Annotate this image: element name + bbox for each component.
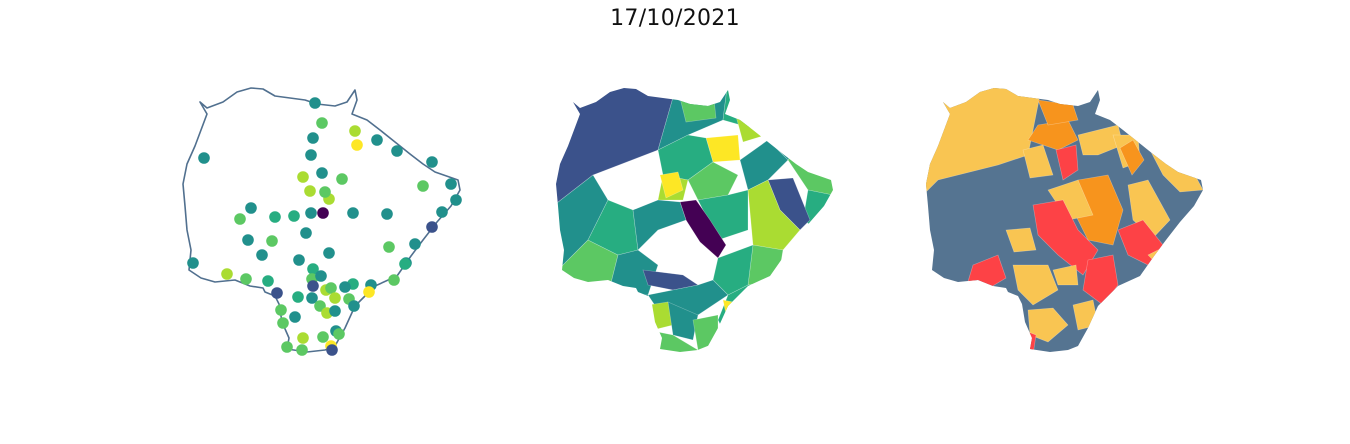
station-dot [329, 292, 341, 304]
station-dot [445, 178, 457, 190]
municipality-region [1027, 307, 1069, 343]
municipality-region [556, 239, 619, 311]
municipality-regions [556, 88, 833, 352]
municipality-region [722, 88, 769, 131]
station-dot [187, 257, 199, 269]
station-dot [309, 97, 321, 109]
municipality-region [687, 161, 739, 201]
station-dot [436, 206, 448, 218]
station-dot [348, 300, 360, 312]
station-dot [198, 152, 210, 164]
station-dot [221, 268, 233, 280]
station-dot [300, 227, 312, 239]
map-panel-categorical [918, 80, 1218, 365]
municipality-region [667, 301, 699, 341]
station-dot [307, 132, 319, 144]
municipality-regions [926, 88, 1203, 352]
station-dot [293, 254, 305, 266]
figure-title: 17/10/2021 [610, 6, 740, 31]
station-dot [256, 249, 268, 261]
municipality-region [1022, 144, 1054, 179]
municipality-region [659, 171, 684, 199]
station-dot [381, 208, 393, 220]
municipality-region [556, 329, 649, 352]
municipality-region [1119, 139, 1145, 176]
map-panel-points [175, 80, 475, 365]
station-dot [307, 263, 319, 275]
municipality-region [1077, 124, 1124, 156]
station-dot [409, 238, 421, 250]
station-dot [349, 125, 361, 137]
station-dot [262, 275, 274, 287]
station-dot [240, 273, 252, 285]
station-dot [317, 331, 329, 343]
station-dot [281, 341, 293, 353]
station-dot [388, 274, 400, 286]
station-dot [277, 317, 289, 329]
station-dot [271, 287, 283, 299]
station-dot [315, 270, 327, 282]
municipality-region [1055, 144, 1079, 181]
municipality-region [747, 244, 784, 286]
station-dot [323, 247, 335, 259]
station-dot [426, 221, 438, 233]
municipality-region [1027, 119, 1079, 151]
station-dot [339, 281, 351, 293]
station-dot [317, 207, 329, 219]
station-dot [329, 305, 341, 317]
station-dot [242, 234, 254, 246]
station-dot [269, 211, 281, 223]
station-dot [336, 173, 348, 185]
station-dot [266, 235, 278, 247]
municipality-region [1052, 264, 1079, 286]
station-dot [399, 258, 411, 270]
station-dot [391, 145, 403, 157]
station-dot [319, 186, 331, 198]
station-dots [187, 97, 462, 356]
categorical-choropleth [926, 88, 1203, 352]
station-dot [304, 185, 316, 197]
station-dot [297, 171, 309, 183]
station-dot [426, 156, 438, 168]
station-dot [326, 344, 338, 356]
station-dot [316, 117, 328, 129]
station-dot [245, 202, 257, 214]
municipality-region [556, 88, 679, 211]
points-map [182, 87, 462, 356]
station-dot [292, 291, 304, 303]
station-dot [297, 332, 309, 344]
map-panel-continuous [548, 80, 848, 365]
station-dot [383, 241, 395, 253]
station-dot [275, 304, 287, 316]
station-dot [296, 344, 308, 356]
station-dot [371, 134, 383, 146]
station-dot [288, 210, 300, 222]
station-dot [305, 149, 317, 161]
municipality-region [1012, 264, 1059, 306]
station-dot [306, 292, 318, 304]
station-dot [325, 282, 337, 294]
station-dot [450, 194, 462, 206]
station-dot [316, 167, 328, 179]
municipality-region [787, 139, 833, 196]
municipality-region [722, 299, 737, 317]
municipality-region [1005, 227, 1037, 253]
municipality-region [692, 314, 719, 351]
station-dot [347, 207, 359, 219]
station-dot [234, 213, 246, 225]
municipality-region [679, 199, 727, 259]
station-dot [363, 286, 375, 298]
continuous-choropleth [556, 88, 833, 352]
station-dot [351, 139, 363, 151]
municipality-region [556, 294, 649, 341]
station-dot [289, 311, 301, 323]
station-dot [417, 180, 429, 192]
municipality-region [632, 199, 687, 251]
municipality-region [739, 139, 789, 191]
station-dot [333, 328, 345, 340]
municipality-region [926, 88, 1044, 201]
station-dot [307, 280, 319, 292]
station-dot [305, 207, 317, 219]
